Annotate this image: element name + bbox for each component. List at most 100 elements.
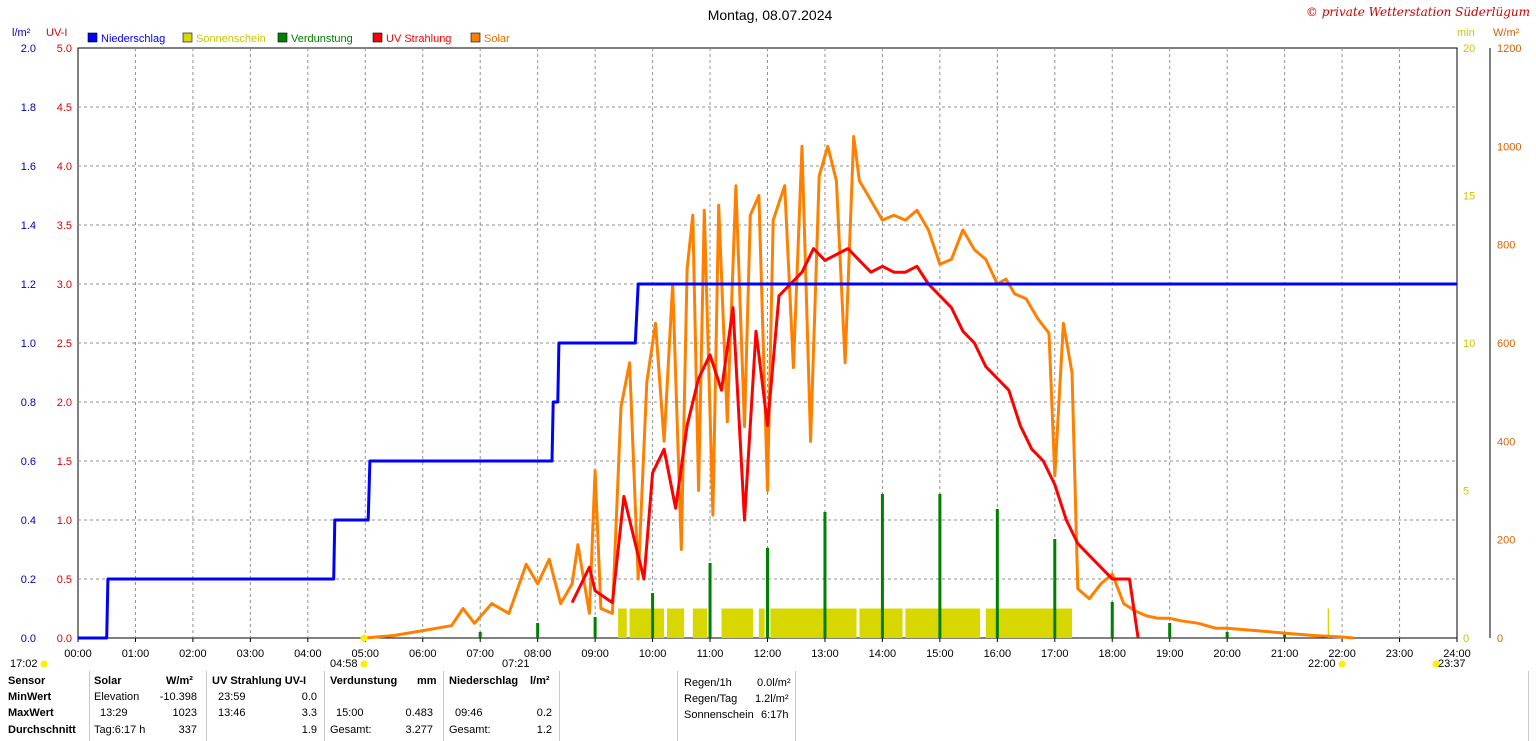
sun-marker-icon [40, 660, 48, 668]
legend: Niederschlag Sonnenschein Verdunstung UV St… [87, 32, 510, 45]
x-tick-label: 20:00 [1213, 648, 1241, 660]
stats-header-rain: Niederschlag [449, 675, 519, 687]
uv-tick-label: 3.0 [57, 279, 72, 291]
row-max-solar-val: 1023 [172, 707, 197, 719]
evaporation-bar [995, 509, 999, 638]
legend-label: Niederschlag [101, 33, 165, 45]
sunshine-bar [1327, 608, 1330, 638]
row-max-rain-val: 0.2 [536, 707, 552, 719]
sunshine-bar [666, 608, 685, 638]
sun-marks: 17:02 04:58 07:21 22:00 23:37 [10, 634, 1466, 670]
grid [77, 47, 1458, 639]
sunshine-bar [618, 608, 627, 638]
x-tick-label: 01:00 [122, 648, 150, 660]
rain-tick-label: 2.0 [21, 43, 36, 55]
legend-swatch [182, 32, 193, 43]
legend-swatch [470, 32, 481, 43]
row-avg-rain-time: Gesamt: [449, 724, 491, 736]
mid-time-label: 07:21 [502, 658, 530, 670]
uv-tick-label: 0.0 [57, 633, 72, 645]
stats-header-evap: Verdunstung [330, 675, 398, 687]
uv-tick-label: 4.5 [57, 102, 72, 114]
evaporation-bar [593, 617, 597, 638]
stats-header-rain-unit: l/m² [530, 675, 550, 687]
extra-rain-day-value: 1.2l/m² [755, 693, 789, 705]
sunshine-bar [692, 608, 708, 638]
sun-tick-label: 5 [1463, 486, 1469, 498]
x-tick-label: 16:00 [984, 648, 1012, 660]
sunshine-bar [721, 608, 754, 638]
evaporation-bar [1225, 632, 1229, 638]
x-tick-label: 21:00 [1271, 648, 1299, 660]
row-min-uv-val: 0.0 [301, 691, 317, 703]
x-tick-label: 10:00 [639, 648, 667, 660]
row-avg-rain-val: 1.2 [536, 724, 552, 736]
copyright-text: © private Wetterstation Süderlügum [1306, 5, 1530, 19]
stats-header-solar: Solar [94, 675, 122, 687]
sun-marker-icon [360, 634, 368, 642]
table-divider [443, 671, 444, 741]
legend-swatch [372, 32, 383, 43]
rain-tick-label: 1.0 [21, 338, 36, 350]
row-min-label: MinWert [8, 691, 52, 703]
table-divider [324, 671, 325, 741]
sun-marker-icon [1338, 660, 1346, 668]
sunshine-bar [629, 608, 665, 638]
evaporation-bar [478, 632, 482, 638]
stats-table: Sensor Solar W/m² UV Strahlung UV-I Verd… [0, 671, 1536, 741]
sun-marker-icon [1432, 660, 1440, 668]
uv-tick-label: 1.5 [57, 456, 72, 468]
uv-tick-label: 3.5 [57, 220, 72, 232]
rain-tick-label: 0.8 [21, 397, 36, 409]
evaporation-bar [766, 548, 769, 638]
row-avg-evap-time: Gesamt: [330, 724, 372, 736]
x-tick-label: 13:00 [811, 648, 839, 660]
x-tick-label: 23:00 [1386, 648, 1414, 660]
row-max-evap-val: 0.483 [405, 707, 433, 719]
rain-tick-label: 0.0 [21, 633, 36, 645]
x-tick-label: 24:00 [1443, 648, 1471, 660]
sun-unit-label: min [1457, 27, 1475, 39]
x-tick-label: 04:00 [294, 648, 322, 660]
row-max-uv-val: 3.3 [301, 707, 317, 719]
legend-swatch [277, 32, 288, 43]
x-tick-label: 17:00 [1041, 648, 1069, 660]
evaporation-bar [651, 593, 655, 638]
x-tick-label: 18:00 [1098, 648, 1126, 660]
row-max-rain-time: 09:46 [455, 707, 483, 719]
extra-rain-hour-value: 0.0l/m² [757, 677, 791, 689]
x-tick-label: 00:00 [64, 648, 92, 660]
x-tick-label: 03:00 [237, 648, 265, 660]
row-avg-solar-val: 337 [178, 724, 197, 736]
uv-tick-label: 0.5 [57, 574, 72, 586]
uv-tick-label: 4.0 [57, 161, 72, 173]
extra-rain-hour-label: Regen/1h [684, 677, 732, 689]
row-min-uv-time: 23:59 [218, 691, 246, 703]
sunshine-bar [758, 608, 765, 638]
uv-tick-label: 2.0 [57, 397, 72, 409]
x-tick-label: 09:00 [581, 648, 609, 660]
evaporation-bar [536, 623, 540, 638]
evaporation-bar [1053, 539, 1057, 638]
evaporation-bar [1283, 632, 1287, 638]
uv-unit-label: UV-I [46, 27, 67, 39]
sunset-time-label: 22:00 [1308, 658, 1336, 670]
solar-tick-label: 600 [1497, 338, 1515, 350]
rain-unit-label: l/m² [12, 27, 31, 39]
row-avg-label: Durchschnitt [8, 724, 76, 736]
legend-label: Sonnenschein [196, 33, 266, 45]
x-tick-label: 11:00 [697, 648, 724, 660]
uv-tick-label: 2.5 [57, 338, 72, 350]
uv-line [570, 247, 1140, 639]
row-avg-evap-val: 3.277 [405, 724, 433, 736]
evaporation-bar [823, 512, 827, 638]
solar-tick-label: 1000 [1497, 141, 1521, 153]
rain-line [78, 282, 1457, 640]
evaporation-bar [708, 563, 712, 638]
x-tick-label: 14:00 [869, 648, 897, 660]
x-tick-label: 06:00 [409, 648, 437, 660]
x-tick-label: 02:00 [179, 648, 207, 660]
sun-tick-label: 10 [1463, 338, 1475, 350]
row-max-label: MaxWert [8, 707, 54, 719]
